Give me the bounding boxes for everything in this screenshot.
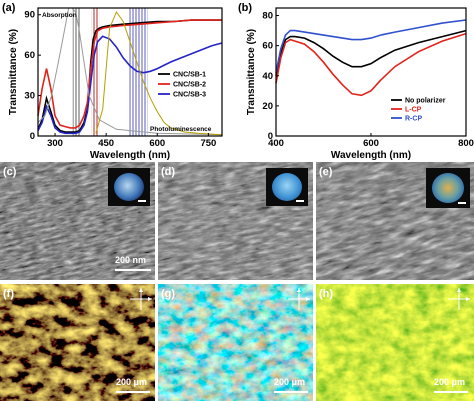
y-axis-label: Transmittance (%) [8,29,19,115]
sem-image-d: (d) [158,162,313,280]
y-tick-label: 90 [24,10,35,21]
x-axis-label: Wavelength (nm) [331,150,411,160]
panel-a-chart: 300 450 600 750 0 30 60 90 Wavelength (nm) Transm… [0,0,232,160]
film-disc-c [114,173,144,201]
y-tick-label: 20 [262,101,273,112]
series-line-cnc-sb-1 [37,19,222,133]
legend-label-cnc-sb-1: CNC/SB-1 [173,72,206,79]
pom-image-g: (g) 200 μm [158,284,313,401]
legend-label-r-cp: R-CP [405,116,422,123]
film-disc-d [272,173,302,201]
x-tick-label: 750 [200,138,216,149]
pom-texture-h [316,284,474,401]
panel-letter-d: (d) [161,166,176,178]
panel-b-svg: 400 600 800 0 20 40 60 80 Wavelength (nm) Transmi… [238,2,474,160]
polarizer-cross-icon-h [448,288,470,310]
y-tick-label: 60 [262,41,273,52]
panel-letter-e: (e) [319,166,333,178]
panel-letter-a: (a) [2,2,16,14]
scalebar-label-g: 200 μm [274,377,306,387]
pom-image-h: (h) 200 μm [316,284,474,401]
sem-image-c: (c) 200 nm [0,162,155,280]
panel-b-chart: 400 600 800 0 20 40 60 80 Wavelength (nm) Transmi… [236,0,474,160]
polarizer-cross-icon-f [130,288,152,310]
pom-texture-g [158,284,313,401]
series-line-cnc-sb-3 [37,35,223,135]
y-tick-label: 60 [24,50,35,61]
x-tick-label: 450 [98,138,114,149]
scalebar-label-c: 200 nm [115,255,147,265]
panel-letter-g: (g) [161,288,176,300]
x-tick-label: 800 [458,138,474,149]
x-tick-label: 400 [268,138,284,149]
x-tick-label: 300 [47,138,63,149]
y-tick-label: 0 [30,131,35,142]
plot-frame [37,7,223,137]
scalebar-label-f: 200 μm [116,377,148,387]
legend-label-cnc-sb-2: CNC/SB-2 [173,82,206,89]
scalebar-g [274,391,308,393]
scalebar-h [434,391,468,393]
x-tick-label: 600 [149,138,165,149]
y-tick-label: 80 [262,11,273,22]
scalebar-f [116,391,150,393]
photo-inset-c [108,168,150,206]
series-line-absorption [37,7,223,136]
legend-label-l-cp: L-CP [405,107,422,114]
x-axis-label: Wavelength (nm) [90,150,170,160]
series-line-l-cp [275,32,467,97]
pom-texture-f [0,284,155,401]
panel-a-svg: 300 450 600 750 0 30 60 90 Wavelength (nm) Transm… [2,2,223,160]
excitation-band-1 [91,8,100,136]
inset-scalebar-e [458,202,466,204]
scalebar-c [115,269,151,271]
x-tick-label: 600 [363,138,379,149]
y-tick-label: 40 [262,71,273,82]
series-line-cnc-sb-2 [37,19,222,129]
y-tick-label: 0 [268,131,273,142]
series-line-no-polarizer [275,29,467,76]
annotation-absorption: Absorption [42,12,77,19]
inset-scalebar-c [138,200,146,202]
photo-inset-d [266,168,308,206]
y-tick-label: 30 [24,91,35,102]
panel-letter-f: (f) [3,288,14,300]
y-axis-label: Transmittance (%) [246,29,257,115]
photo-inset-e [426,168,470,208]
sem-image-e: (e) [316,162,474,280]
polarizer-cross-icon-g [288,288,310,310]
panel-letter-c: (c) [3,166,17,178]
series-line-r-cp [275,19,467,73]
plot-frame [275,7,467,137]
legend-label-no-polarizer: No polarizer [405,98,446,105]
scalebar-label-h: 200 μm [434,377,466,387]
excitation-band-0 [72,8,81,136]
panel-letter-b: (b) [238,2,252,14]
film-disc-e [432,173,464,203]
inset-scalebar-d [296,200,304,202]
annotation-photoluminescence: Photoluminescence [150,126,212,133]
series-line-photoluminescence [95,10,223,136]
pom-image-f: (f) 200 μm [0,284,155,401]
panel-letter-h: (h) [319,288,334,300]
legend-label-cnc-sb-3: CNC/SB-3 [173,92,206,99]
